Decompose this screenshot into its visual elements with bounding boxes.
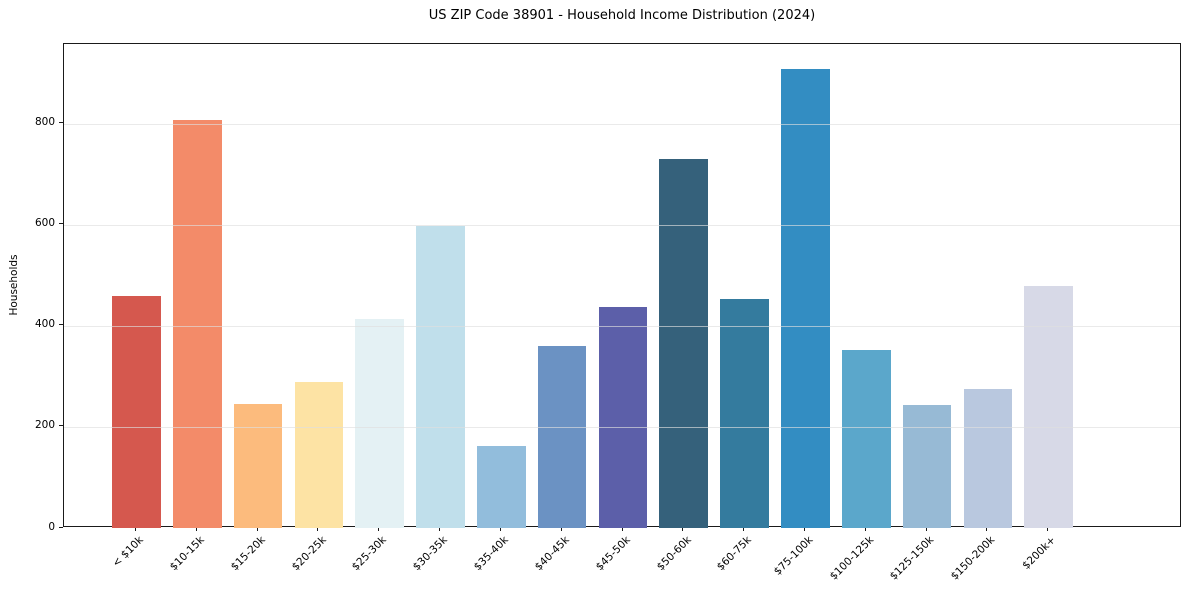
x-tick-mark-8 [560, 527, 562, 531]
bar-12 [781, 68, 830, 528]
x-tick-mark-15 [986, 527, 988, 531]
gridline-400 [64, 325, 1180, 327]
x-tick-label-text: $20-25k [289, 534, 329, 574]
y-tick-mark-200 [59, 425, 63, 427]
y-tick-mark-400 [59, 324, 63, 326]
x-tick-mark-9 [621, 527, 623, 531]
bar-16 [1024, 286, 1074, 528]
x-tick-label-text: $150-200k [948, 534, 998, 583]
y-axis-label-text: Households [8, 254, 20, 316]
x-tick-mark-12 [803, 527, 805, 531]
x-tick-label-text: $100-125k [827, 534, 876, 583]
y-tick-label-600: 600 [34, 217, 55, 230]
gridline-200 [64, 426, 1180, 428]
x-tick-mark-5 [378, 527, 380, 531]
x-tick-label-text: $50-60k [654, 534, 694, 574]
gridline-800 [64, 123, 1180, 125]
x-tick-label-text: < $10k [110, 534, 146, 570]
x-tick-label-text: $60-75k [715, 534, 755, 574]
x-tick-label-text: $40-45k [532, 534, 572, 574]
chart-title: US ZIP Code 38901 - Household Income Dis… [428, 8, 816, 23]
x-tick-label-text: $10-15k [167, 534, 207, 574]
x-tick-label-text: $200k+ [1020, 534, 1059, 572]
y-tick-label-200: 200 [34, 419, 55, 432]
y-tick-mark-600 [59, 223, 63, 225]
x-tick-mark-3 [256, 527, 258, 531]
x-tick-label-text: $125-150k [888, 534, 937, 583]
bar-11 [720, 299, 769, 528]
bar-2 [172, 120, 222, 528]
bar-1 [112, 295, 161, 528]
y-tick-label-800: 800 [34, 116, 55, 129]
x-tick-mark-6 [439, 527, 441, 531]
y-tick-mark-800 [59, 122, 63, 124]
x-tick-mark-10 [682, 527, 684, 531]
bar-15 [963, 388, 1013, 528]
bar-9 [598, 307, 648, 528]
bar-14 [902, 405, 952, 528]
bar-3 [233, 403, 283, 528]
gridline-600 [64, 224, 1180, 226]
x-tick-mark-4 [317, 527, 319, 531]
x-tick-mark-11 [743, 527, 745, 531]
bar-6 [416, 225, 465, 528]
x-tick-label-text: $30-35k [410, 534, 451, 574]
x-tick-mark-16 [1047, 527, 1049, 531]
bar-5 [355, 318, 405, 528]
bar-8 [537, 345, 587, 528]
x-tick-mark-1 [134, 527, 136, 531]
x-tick-label-text: $45-50k [593, 534, 633, 574]
bar-7 [477, 445, 526, 528]
x-tick-mark-13 [864, 527, 866, 531]
x-tick-mark-14 [925, 527, 927, 531]
x-tick-mark-2 [195, 527, 197, 531]
x-tick-label-text: $25-30k [350, 534, 390, 574]
x-tick-label-text: $35-40k [471, 534, 511, 574]
x-tick-label-text: $15-20k [228, 534, 268, 574]
y-tick-label-400: 400 [34, 318, 55, 331]
bar-13 [841, 350, 891, 528]
bar-4 [294, 382, 344, 528]
x-tick-label-text: $75-100k [771, 534, 815, 578]
x-tick-mark-7 [499, 527, 501, 531]
bar-10 [659, 158, 709, 528]
plot-area [63, 43, 1181, 528]
y-tick-label-0: 0 [48, 520, 55, 533]
y-tick-mark-0 [59, 526, 63, 528]
